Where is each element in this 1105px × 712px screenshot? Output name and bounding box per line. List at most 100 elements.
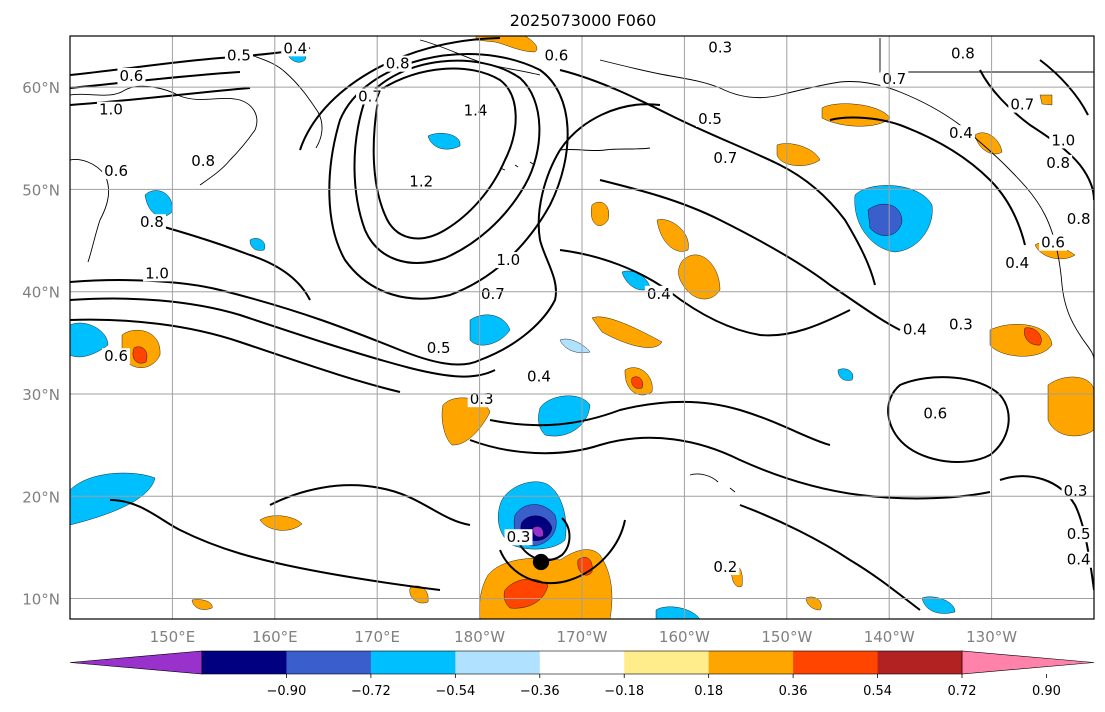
contour-label-bg xyxy=(504,529,533,546)
contour-label-bg xyxy=(948,45,977,62)
contour-label: 0.4 xyxy=(949,124,973,142)
contour-label-bg xyxy=(542,47,571,64)
contour-label: 1.0 xyxy=(99,101,123,119)
shade-orange xyxy=(974,132,1003,155)
contour-layer xyxy=(70,37,1094,611)
contour-label-bg xyxy=(946,316,975,333)
contour-label-bg xyxy=(706,39,735,56)
contour-label-bg xyxy=(117,67,146,84)
shade-blue xyxy=(70,322,109,358)
lon-tick-label: 150°W xyxy=(761,628,812,646)
colorbar-tick-label: −0.18 xyxy=(604,684,644,699)
contour-label-bg xyxy=(524,368,553,385)
map-panel[interactable]: 0.40.50.61.00.60.80.81.00.80.71.41.21.00… xyxy=(69,35,1095,620)
contour-label: 0.8 xyxy=(386,55,410,73)
contour-label-bg xyxy=(189,152,218,169)
contour-label-bg xyxy=(467,391,496,408)
shade-orange xyxy=(191,599,213,610)
colorbar-swatch xyxy=(708,651,794,674)
colorbar-swatch xyxy=(539,651,625,674)
contour-label-bg xyxy=(644,285,673,302)
colorbar-swatch xyxy=(455,651,541,674)
contour-label-bg xyxy=(1039,234,1068,251)
contour-label: 0.2 xyxy=(713,558,737,576)
colorbar-swatch xyxy=(286,651,372,674)
contour-label-bg xyxy=(407,173,436,190)
contour-label: 0.8 xyxy=(140,213,164,231)
shade-blue xyxy=(538,395,591,437)
contour-label-bg xyxy=(102,163,131,180)
contour-label: 0.7 xyxy=(713,149,737,167)
contour-label: 0.3 xyxy=(708,38,732,56)
lon-tick-label: 150°E xyxy=(150,628,196,646)
colorbar-swatch xyxy=(793,651,879,674)
contour-label: 1.0 xyxy=(496,251,520,269)
contour-label: 0.4 xyxy=(1005,254,1029,272)
shading-layer xyxy=(70,36,1094,619)
colorbar-extend-low xyxy=(69,650,203,675)
colorbar-tick-label: −0.90 xyxy=(267,684,307,699)
shade-orange xyxy=(821,103,891,127)
shade-orange xyxy=(259,515,303,531)
contour-label-bg xyxy=(281,40,310,57)
lat-tick-label: 30°N xyxy=(22,386,60,404)
figure-title: 2025073000 F060 xyxy=(510,11,657,30)
colorbar-tick-label: 0.36 xyxy=(779,684,808,699)
contour-label-bg xyxy=(880,71,909,88)
shade-orange xyxy=(591,316,663,348)
contour-label: 1.2 xyxy=(409,172,433,190)
lon-tick-label: 170°W xyxy=(557,628,608,646)
contour-label-bg xyxy=(461,102,490,119)
contour-label-bg xyxy=(1003,255,1032,272)
contour-label: 0.5 xyxy=(1067,525,1091,543)
contour-label: 0.5 xyxy=(227,47,251,65)
contour-label: 0.8 xyxy=(951,44,975,62)
contour-label-bg xyxy=(102,348,131,365)
lon-tick-label: 130°W xyxy=(966,628,1017,646)
contour-label: 0.4 xyxy=(903,321,927,339)
colorbar-tick-label: −0.72 xyxy=(351,684,391,699)
contour-label: 1.4 xyxy=(464,102,488,120)
colorbar-extend-high xyxy=(961,650,1095,675)
lon-tick-label: 180°W xyxy=(454,628,505,646)
contour-label-bg xyxy=(224,47,253,64)
contour-label: 0.7 xyxy=(481,285,505,303)
shade-red xyxy=(132,346,148,364)
shade-blue xyxy=(249,238,266,251)
shade-orange xyxy=(776,143,821,166)
contour-label: 0.6 xyxy=(923,404,947,422)
contour-label-bg xyxy=(383,55,412,72)
shade-orange xyxy=(805,596,822,611)
shade-orange xyxy=(475,36,538,53)
contour-label: 0.8 xyxy=(191,152,215,170)
axis-labels: 150°E 160°E 170°E 180°W 170°W 160°W 150°W 140°W… xyxy=(22,79,1017,646)
contour-label: 0.7 xyxy=(358,87,382,105)
shade-orange xyxy=(591,201,609,226)
contour-label-bg xyxy=(478,285,507,302)
contour-label-bg xyxy=(1064,526,1093,543)
shade-orange xyxy=(1047,376,1094,437)
contour-label: 0.4 xyxy=(647,285,671,303)
contour-label: 0.6 xyxy=(120,67,144,85)
lat-tick-label: 20°N xyxy=(22,488,60,506)
contour-labels: 0.40.50.61.00.60.80.81.00.80.71.41.21.00… xyxy=(96,38,1093,576)
colorbar-tick-label: −0.54 xyxy=(435,684,475,699)
contour-label-bg xyxy=(946,125,975,142)
shade-red xyxy=(631,376,643,389)
contour-label: 0.5 xyxy=(698,110,722,128)
colorbar-swatch xyxy=(370,651,456,674)
contour-label: 0.3 xyxy=(1064,482,1088,500)
colorbar-tick-label: 0.72 xyxy=(948,684,977,699)
map-frame xyxy=(69,35,1095,620)
lon-tick-label: 170°E xyxy=(354,628,400,646)
contour-label: 0.6 xyxy=(544,47,568,65)
contour-label: 0.3 xyxy=(470,390,494,408)
colorbar-tick-label: 0.90 xyxy=(1032,684,1061,699)
shade-orange xyxy=(678,254,721,300)
shade-orange xyxy=(1039,94,1053,106)
colorbar-outline xyxy=(201,650,963,675)
shade-blue xyxy=(427,133,461,150)
contour-label-bg xyxy=(424,340,453,357)
shade-blue xyxy=(837,368,854,381)
